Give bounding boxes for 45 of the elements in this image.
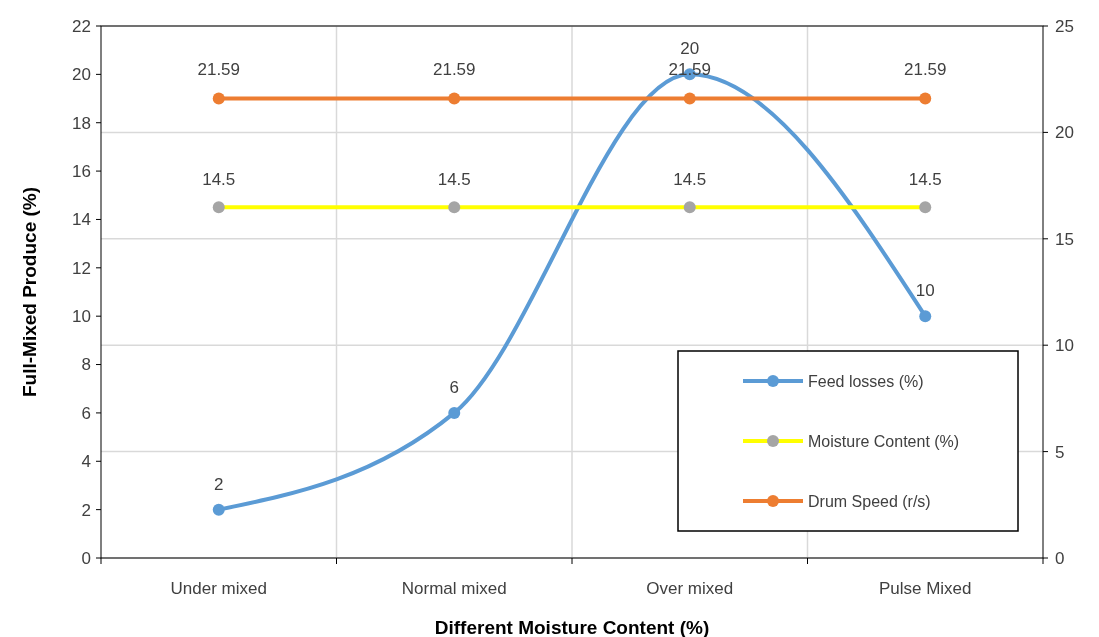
y2-tick-label: 25 (1055, 16, 1074, 36)
point (448, 406, 461, 419)
y-tick-label: 12 (72, 258, 91, 278)
y2-tick-label: 0 (1055, 548, 1065, 568)
y-tick-label: 16 (72, 162, 91, 182)
data-label: 6 (449, 377, 459, 397)
point (212, 201, 225, 214)
data-label: 21.59 (903, 59, 947, 79)
y2-tick-label: 15 (1055, 229, 1074, 249)
data-label: 14.5 (673, 170, 707, 190)
x-tick-label: Over mixed (646, 579, 734, 598)
point (683, 201, 696, 214)
data-label: 14.5 (908, 170, 942, 190)
x-tick-label: Normal mixed (401, 579, 507, 598)
y-tick-label: 0 (81, 548, 91, 568)
point (919, 310, 932, 323)
point (448, 201, 461, 214)
y-axis-title: Full-Mixed Produce (%) (19, 186, 40, 398)
data-label: 2 (214, 474, 224, 494)
y-tick-label: 2 (81, 500, 91, 520)
data-label: 20 (680, 39, 700, 59)
data-label: 21.59 (668, 59, 712, 79)
y-tick-label: 8 (81, 355, 91, 375)
y-tick-label: 20 (72, 65, 91, 85)
data-label: 14.5 (437, 170, 471, 190)
y2-tick-label: 5 (1055, 442, 1065, 462)
y-tick-label: 18 (72, 113, 91, 133)
y-tick-label: 10 (72, 307, 91, 327)
y-tick-label: 22 (72, 16, 91, 36)
data-label: 14.5 (202, 170, 236, 190)
x-tick-label: Pulse Mixed (878, 579, 972, 598)
y2-tick-label: 20 (1055, 123, 1074, 143)
data-label: 21.59 (197, 59, 241, 79)
legend-label: Feed losses (%) (808, 372, 924, 390)
legend-label: Drum Speed (r/s) (808, 492, 931, 510)
x-tick-label: Under mixed (170, 579, 267, 598)
y2-tick-label: 10 (1055, 336, 1074, 356)
legend-label: Moisture Content (%) (808, 432, 960, 450)
y-tick-label: 4 (81, 452, 91, 472)
data-label: 10 (915, 281, 935, 301)
data-label: 21.59 (432, 59, 476, 79)
y-tick-label: 6 (81, 403, 91, 423)
point (212, 503, 225, 516)
point (919, 201, 932, 214)
y-tick-label: 14 (72, 210, 91, 230)
